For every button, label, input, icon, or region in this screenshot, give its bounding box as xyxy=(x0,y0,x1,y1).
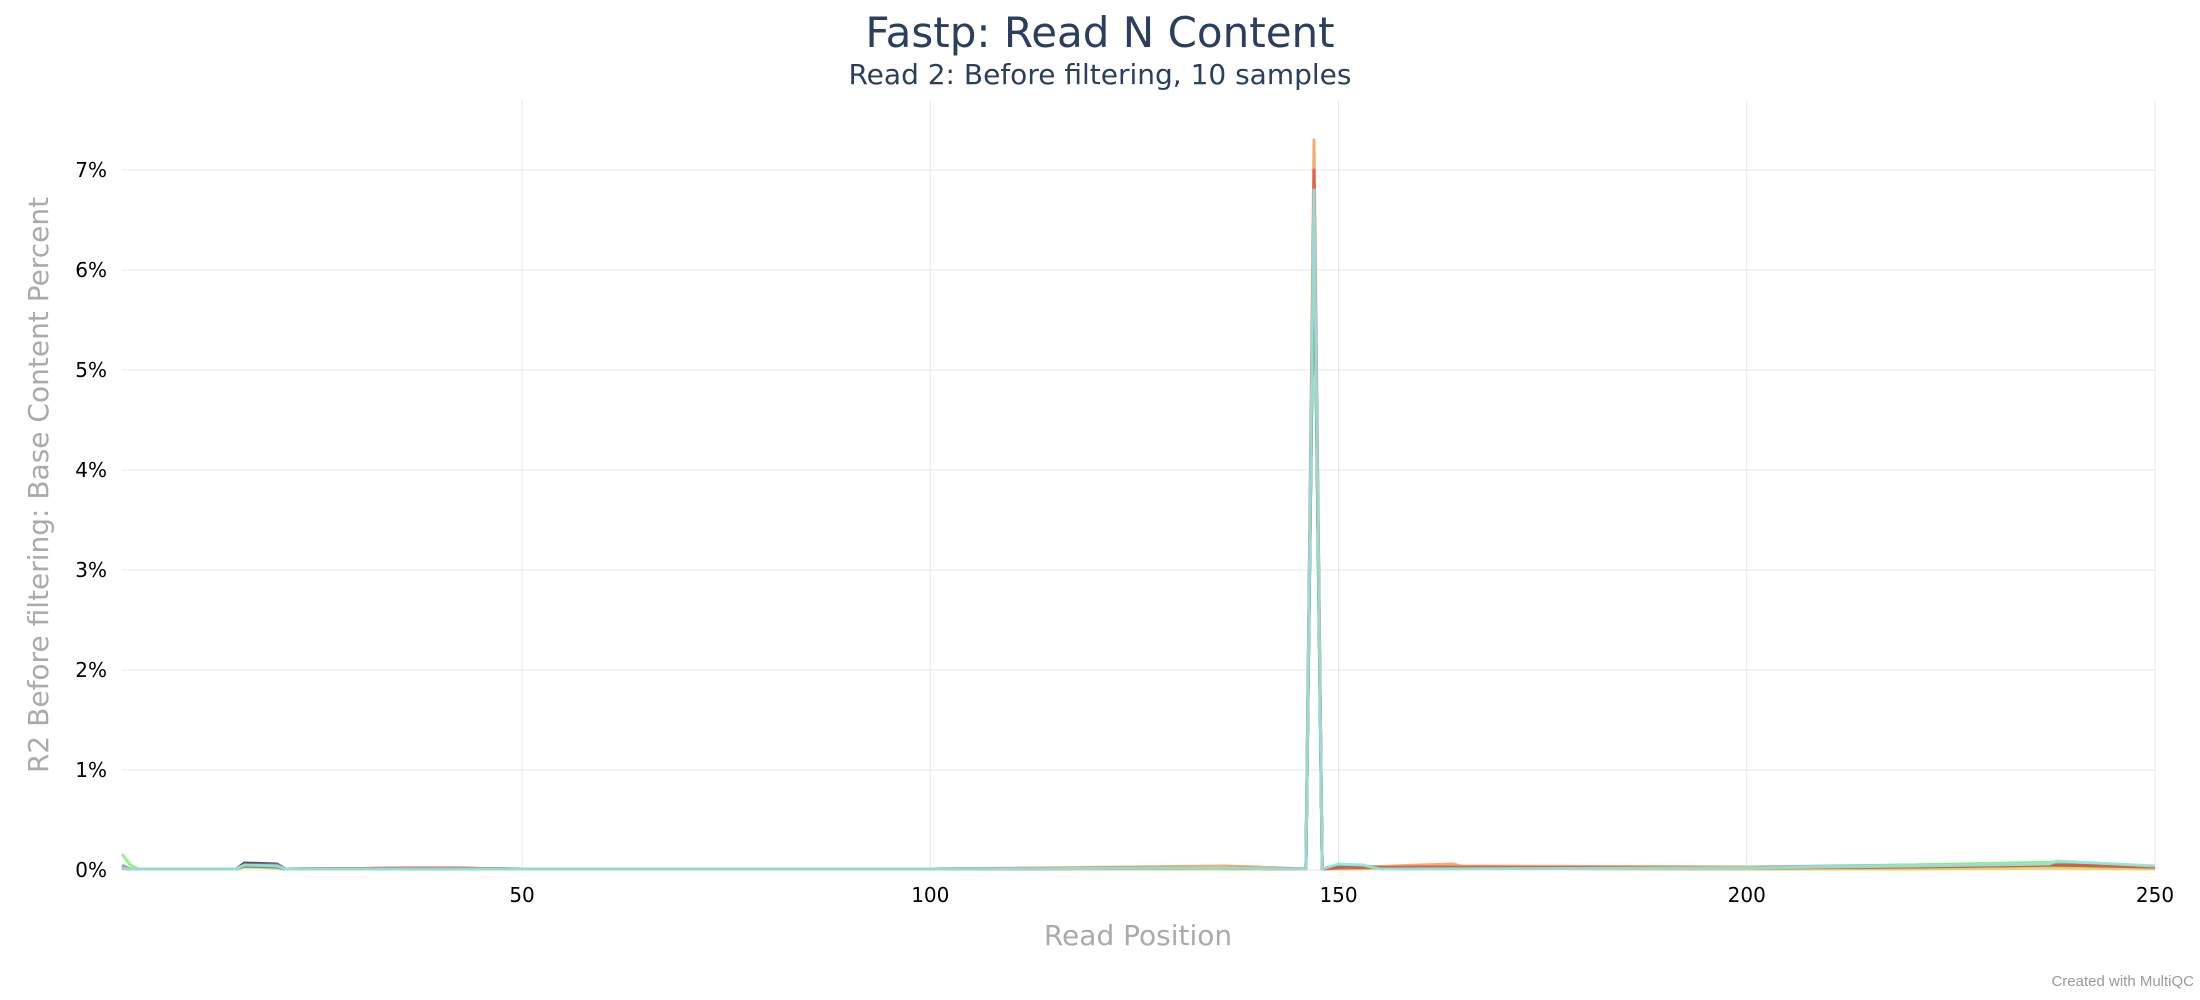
y-tick-label: 2% xyxy=(75,658,107,682)
grid-layer xyxy=(122,100,2156,871)
series-line-3[interactable] xyxy=(120,228,2156,871)
y-tick-label: 0% xyxy=(75,858,107,882)
series-line-2[interactable] xyxy=(121,218,2156,871)
y-tick-label: 1% xyxy=(75,758,107,782)
series-line-5[interactable] xyxy=(121,198,2156,871)
series-line-9[interactable] xyxy=(121,168,2156,871)
series-line-6[interactable] xyxy=(121,188,2156,871)
series-line-10[interactable] xyxy=(121,188,2156,871)
chart-subtitle: Read 2: Before filtering, 10 samples xyxy=(848,58,1352,91)
y-tick-label: 5% xyxy=(75,358,107,382)
chart-title: Fastp: Read N Content xyxy=(865,8,1335,57)
x-tick-label: 200 xyxy=(1728,883,1766,907)
x-tick-label: 100 xyxy=(911,883,949,907)
series-line-4[interactable] xyxy=(121,138,2156,871)
tick-layer: 0% 1% 2% 3% 4% 5% 6% 7% 50 100 150 200 250 xyxy=(75,158,2174,907)
y-tick-label: 4% xyxy=(75,458,107,482)
y-tick-label: 6% xyxy=(75,258,107,282)
y-tick-label: 7% xyxy=(75,158,107,182)
x-tick-label: 250 xyxy=(2136,883,2174,907)
y-axis-label: R2 Before filtering: Base Content Percen… xyxy=(22,197,55,773)
series-line-8[interactable] xyxy=(121,218,2156,871)
series-layer xyxy=(120,138,2156,871)
x-tick-label: 50 xyxy=(509,883,534,907)
x-axis-label: Read Position xyxy=(1044,919,1232,952)
credit-text: Created with MultiQC xyxy=(2051,973,2194,990)
x-tick-label: 150 xyxy=(1319,883,1357,907)
y-tick-label: 3% xyxy=(75,558,107,582)
